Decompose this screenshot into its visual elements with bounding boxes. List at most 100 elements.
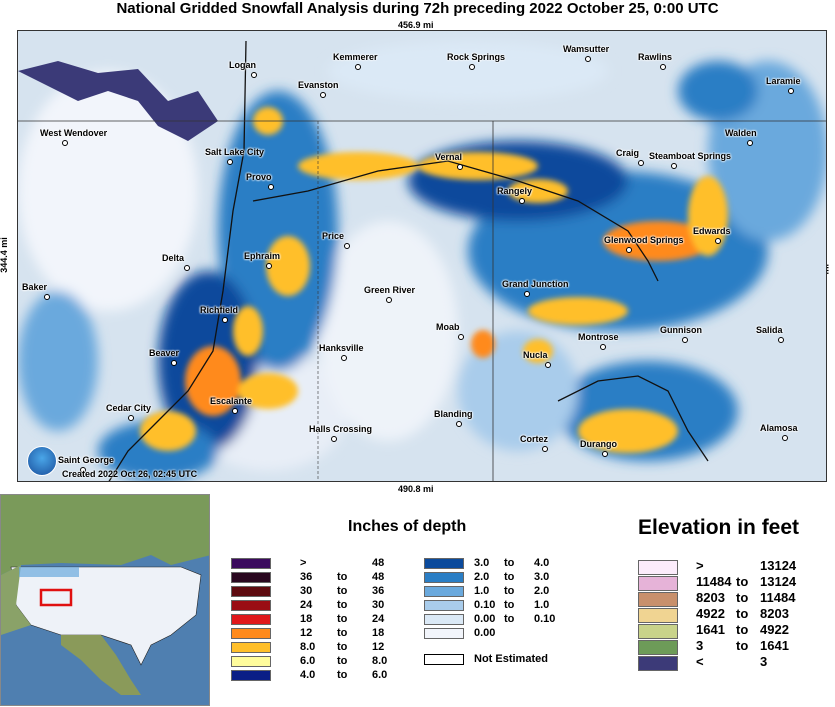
legend-to-word: to — [337, 571, 348, 583]
city-marker-icon — [747, 140, 753, 146]
city-label: Wamsutter — [563, 44, 610, 54]
city-label: Rawlins — [638, 52, 673, 62]
region-highlight-box — [39, 588, 73, 607]
city-marker-icon — [341, 355, 347, 361]
city-label: Montrose — [578, 332, 619, 342]
legend-to-word: to — [337, 599, 348, 611]
city-marker-icon — [519, 198, 525, 204]
legend-to-word: to — [337, 655, 348, 667]
city-label: Moab — [436, 322, 460, 332]
city-label: Saint George — [58, 455, 115, 465]
city-label: Rock Springs — [447, 52, 506, 62]
snowfall-raster — [18, 31, 826, 481]
legend-low-value: 0.00 — [474, 613, 496, 625]
legend-low-value: 6.0 — [300, 655, 316, 667]
city-label: Beaver — [149, 348, 180, 358]
city-marker-icon — [128, 415, 134, 421]
city-marker-icon — [671, 163, 677, 169]
city-label: Richfield — [200, 305, 239, 315]
city-label: Escalante — [210, 396, 253, 406]
legend-high-value: 2.0 — [534, 585, 550, 597]
legend-to-word: to — [504, 613, 515, 625]
city-label: Kemmerer — [333, 52, 378, 62]
legend-swatch — [638, 656, 678, 671]
city-marker-icon — [227, 159, 233, 165]
legend-high-value: 4.0 — [534, 557, 550, 569]
city-marker-icon — [626, 247, 632, 253]
city-marker-icon — [266, 263, 272, 269]
legend-low-value: 36 — [300, 571, 313, 583]
legend-swatch — [231, 614, 271, 625]
city-label: Salt Lake City — [205, 147, 265, 157]
legend-high-value: 8203 — [760, 606, 789, 621]
legend-low-value: 1.0 — [474, 585, 490, 597]
city-label: Gunnison — [660, 325, 702, 335]
city-marker-icon — [386, 297, 392, 303]
legend-low-value: 8203 — [696, 590, 725, 605]
legend-to-word: to — [504, 571, 515, 583]
city-label: Logan — [229, 60, 256, 70]
city-marker-icon — [251, 72, 257, 78]
city-label: Delta — [162, 253, 185, 263]
city-marker-icon — [80, 467, 86, 473]
legend-swatch — [231, 586, 271, 597]
legend-to-word: to — [504, 557, 515, 569]
city-label: Vernal — [435, 152, 463, 162]
legend-to-word: to — [736, 622, 749, 637]
city-marker-icon — [331, 436, 337, 442]
legend-swatch — [638, 608, 678, 623]
snowfall-map[interactable] — [17, 30, 827, 482]
legend-swatch — [424, 628, 464, 639]
city-label: Hanksville — [319, 343, 364, 353]
city-marker-icon — [458, 334, 464, 340]
city-marker-icon — [585, 56, 591, 62]
legend-swatch — [424, 614, 464, 625]
legend-swatch — [638, 624, 678, 639]
legend-swatch — [231, 572, 271, 583]
legend-swatch — [231, 642, 271, 653]
legend-swatch — [424, 586, 464, 597]
city-label: Blanding — [434, 409, 473, 419]
legend-swatch — [424, 572, 464, 583]
city-marker-icon — [320, 92, 326, 98]
legend-swatch — [424, 558, 464, 569]
legend-low-value: < — [696, 654, 704, 669]
legend-high-value: 30 — [372, 599, 385, 611]
city-label: Alamosa — [760, 423, 798, 433]
city-marker-icon — [222, 317, 228, 323]
city-marker-icon — [638, 160, 644, 166]
legend-high-value: 48 — [372, 557, 385, 569]
city-marker-icon — [715, 238, 721, 244]
legend-to-word: to — [736, 590, 749, 605]
city-marker-icon — [171, 360, 177, 366]
city-label: Price — [322, 231, 345, 241]
legend-high-value: 3.0 — [534, 571, 550, 583]
elevation-legend-title: Elevation in feet — [638, 516, 800, 539]
city-marker-icon — [542, 446, 548, 452]
city-marker-icon — [184, 265, 190, 271]
city-label: Provo — [246, 172, 272, 182]
city-marker-icon — [268, 184, 274, 190]
not-estimated-label: Not Estimated — [474, 653, 548, 665]
city-label: Walden — [725, 128, 757, 138]
legend-to-word: to — [736, 574, 749, 589]
noaa-logo-icon — [27, 446, 57, 476]
legend-high-value: 1.0 — [534, 599, 550, 611]
city-marker-icon — [456, 421, 462, 427]
city-label: Durango — [580, 439, 617, 449]
legend-swatch — [638, 560, 678, 575]
legend-low-value: > — [300, 557, 307, 569]
us-locator-inset — [0, 494, 210, 706]
legend-low-value: 30 — [300, 585, 313, 597]
created-timestamp: Created 2022 Oct 26, 02:45 UTC — [62, 469, 198, 479]
legend-to-word: to — [337, 585, 348, 597]
legend-low-value: 11484 — [696, 574, 732, 589]
city-label: Laramie — [766, 76, 801, 86]
legend-to-word: to — [736, 638, 749, 653]
city-label: Evanston — [298, 80, 339, 90]
map-title: National Gridded Snowfall Analysis durin… — [116, 0, 719, 17]
legend-high-value: 1641 — [760, 638, 789, 653]
legend-low-value: 2.0 — [474, 571, 490, 583]
legend-high-value: 36 — [372, 585, 385, 597]
city-label: Glenwood Springs — [604, 235, 684, 245]
